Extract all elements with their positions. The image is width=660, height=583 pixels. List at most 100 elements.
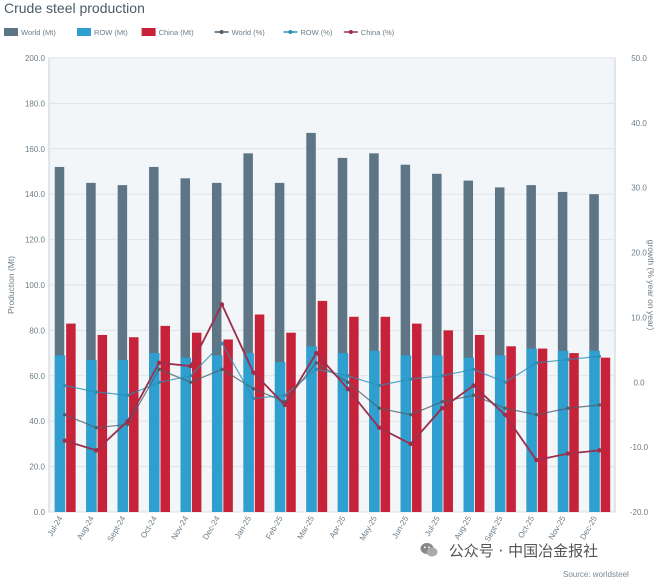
bar-world [274,182,285,512]
point-row [503,380,507,384]
legend-swatch-marker [348,30,353,34]
point-row [314,367,318,372]
x-tick-label: Aug-25 [453,514,474,541]
x-tick-label: Jul-25 [423,514,442,538]
point-row [471,367,476,372]
watermark-text: 公众号 · 中国冶金报社 [448,542,599,560]
point-row [220,341,224,346]
y2-tick-label: 0.0 [633,378,645,387]
y-tick-label: 0.0 [34,508,46,517]
legend-swatch [4,28,18,36]
bar-world [180,178,191,512]
bar-china [254,314,265,512]
bar-china [600,357,611,512]
y-tick-label: 140.0 [25,190,46,199]
bar-row [243,353,254,512]
point-china [219,302,225,307]
legend-label: World (%) [232,28,266,37]
bar-china [223,339,233,512]
point-row [157,380,161,384]
x-tick-label: Jul-24 [46,514,65,538]
point-china [282,402,288,408]
x-tick-label: Oct-25 [516,514,536,540]
y-tick-label: 40.0 [29,417,45,426]
bar-world [86,182,96,512]
chart-title: Crude steel production [4,0,145,16]
point-row [440,374,444,378]
line-row [64,342,600,400]
bar-row [494,355,506,512]
point-world [125,422,130,427]
x-tick-label: Dec-24 [201,514,222,541]
bar-world [243,153,253,512]
y2-tick-label: 50.0 [631,54,647,63]
x-tick-label: Feb-25 [264,514,285,541]
x-tick-label: Dec-25 [578,514,599,541]
bar-row [274,362,286,512]
bar-china [349,316,359,512]
bar-china [537,348,548,512]
bar-row [463,357,475,512]
bar-china [129,337,139,512]
point-world [346,380,350,384]
wechat-icon [420,543,438,557]
point-row [63,383,67,388]
point-china [251,370,256,375]
point-china [502,412,508,417]
bar-world [432,173,442,512]
x-tick-label: Sept-24 [106,514,128,543]
bar-row [369,350,380,512]
point-world [63,413,67,417]
point-china [156,360,162,366]
y-tick-label: 20.0 [29,463,45,472]
point-row [597,354,601,359]
point-world [188,380,193,384]
x-tick-label: May-25 [358,514,379,542]
point-row [346,374,350,378]
x-tick-label: Mar-25 [296,514,317,541]
point-china [125,419,130,424]
point-world [408,413,413,417]
point-row [408,377,413,381]
bar-row [526,348,537,512]
x-tick-label: Nov-24 [170,514,191,541]
bar-world [117,185,128,512]
y2-tick-label: 30.0 [631,184,647,193]
point-china [408,441,413,447]
y2-tick-label: -10.0 [630,443,649,452]
x-tick-label: Oct-24 [139,514,159,540]
bar-world [306,132,316,512]
x-tick-label: Apr-25 [328,514,348,540]
point-world [566,406,570,410]
point-china [93,448,99,453]
bar-row [180,357,192,512]
bar-world [337,157,348,512]
point-china [565,451,571,456]
bar-world [54,166,65,512]
legend-swatch-marker [288,30,293,34]
point-row [283,393,287,397]
y-tick-label: 160.0 [25,145,46,154]
point-row [94,390,98,394]
legend-label: ROW (Mt) [94,28,128,37]
bar-row [557,350,569,512]
y-tick-label: 200.0 [25,54,46,63]
bar-row [337,353,349,512]
point-row [377,383,381,388]
bar-world [149,166,159,512]
point-row [534,361,539,365]
bar-china [506,346,516,512]
point-row [125,393,130,397]
legend: World (Mt) ROW (Mt) China (Mt) World (%) ROW… [4,28,395,37]
bar-row [432,355,443,512]
bar-china [160,325,170,512]
point-world [94,425,98,430]
bar-row [54,355,66,512]
legend-label: China (%) [361,28,395,37]
y-tick-label: 180.0 [25,99,46,108]
bar-row [589,350,600,512]
point-china [314,350,319,356]
y2-tick-label: 20.0 [631,249,647,258]
point-china [345,386,350,391]
